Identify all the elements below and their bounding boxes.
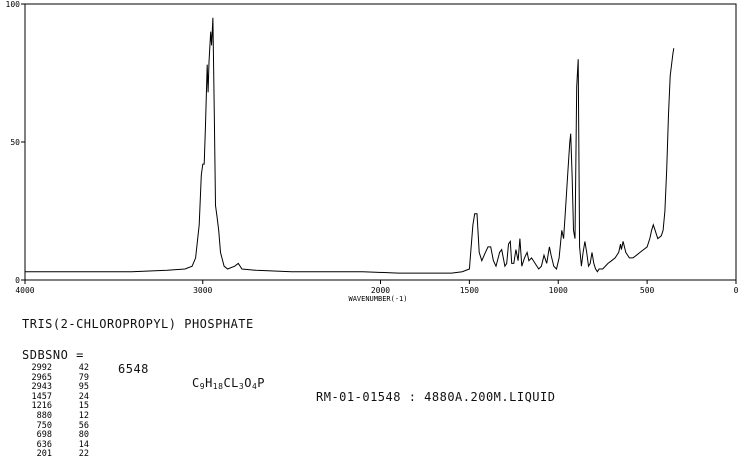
peak-wavenumber: 2965 bbox=[31, 372, 52, 383]
peak-transmittance: 15 bbox=[78, 401, 89, 412]
peak-transmittance: 22 bbox=[78, 449, 89, 460]
peak-wavenumber: 201 bbox=[36, 449, 52, 460]
peak-transmittance: 56 bbox=[78, 420, 89, 431]
peak-wavenumber: 880 bbox=[36, 410, 52, 421]
peak-wavenumber: 2992 bbox=[31, 363, 52, 373]
measurement-conditions: RM-01-01548 : 4880A.200M.LIQUID bbox=[316, 390, 556, 404]
peak-wavenumber: 636 bbox=[36, 439, 52, 450]
peak-row: 2943 95 bbox=[22, 383, 89, 393]
ir-spectrum-chart: 4000 3000 2000 1500 1000 500 0 0 50 100 WAVENUMB… bbox=[6, 0, 738, 303]
peak-row: 201 22 bbox=[22, 450, 89, 460]
spectrum-line bbox=[25, 17, 675, 274]
molecular-formula: C9H18CL3O4P bbox=[192, 376, 266, 391]
y-tick-label: 100 bbox=[6, 0, 21, 9]
x-tick-label: 4000 bbox=[15, 286, 34, 295]
peak-transmittance: 42 bbox=[78, 363, 89, 373]
peak-row: 880 12 bbox=[22, 410, 89, 422]
peak-transmittance: 79 bbox=[78, 372, 89, 383]
x-tick-label: 1500 bbox=[460, 286, 479, 295]
peak-wavenumber: 2943 bbox=[31, 382, 52, 393]
sdbs-line: SDBSNO = 6548 C9H18CL3O4P RM-01-01548 : … bbox=[22, 334, 555, 404]
peak-row: 750 56 bbox=[22, 420, 89, 432]
y-axis: 0 50 100 bbox=[6, 0, 25, 285]
peak-table: 2992 42 2965 79 2943 95 1457 24 1216 15 880 12 750 56… bbox=[22, 363, 89, 460]
peak-transmittance: 14 bbox=[78, 439, 89, 450]
peak-wavenumber: 698 bbox=[36, 430, 52, 441]
sdbs-label: SDBSNO = bbox=[22, 348, 84, 362]
peak-transmittance: 80 bbox=[78, 430, 89, 441]
peak-wavenumber: 1457 bbox=[31, 391, 52, 402]
peak-row: 2965 79 bbox=[22, 372, 89, 384]
x-tick-label: 3000 bbox=[193, 286, 212, 295]
x-axis-label: WAVENUMBER(-1) bbox=[348, 295, 407, 303]
peak-row: 1216 15 bbox=[22, 402, 89, 412]
x-tick-label: 2000 bbox=[371, 286, 390, 295]
peak-transmittance: 12 bbox=[78, 410, 89, 421]
y-tick-label: 0 bbox=[15, 276, 20, 285]
x-axis: 4000 3000 2000 1500 1000 500 0 bbox=[15, 280, 738, 295]
peak-wavenumber: 1216 bbox=[31, 401, 52, 412]
x-tick-label: 0 bbox=[734, 286, 738, 295]
x-tick-label: 500 bbox=[640, 286, 655, 295]
peak-row: 1457 24 bbox=[22, 391, 89, 403]
y-tick-label: 50 bbox=[10, 138, 20, 147]
peak-wavenumber: 750 bbox=[36, 420, 52, 431]
x-tick-label: 1000 bbox=[549, 286, 568, 295]
peak-row: 2992 42 bbox=[22, 363, 89, 374]
peak-transmittance: 24 bbox=[78, 391, 89, 402]
peak-row: 698 80 bbox=[22, 431, 89, 441]
sdbs-number: 6548 bbox=[118, 362, 149, 376]
peak-row: 636 14 bbox=[22, 439, 89, 451]
plot-frame bbox=[24, 3, 737, 281]
peak-transmittance: 95 bbox=[78, 382, 89, 393]
compound-name: TRIS(2-CHLOROPROPYL) PHOSPHATE bbox=[22, 317, 254, 331]
